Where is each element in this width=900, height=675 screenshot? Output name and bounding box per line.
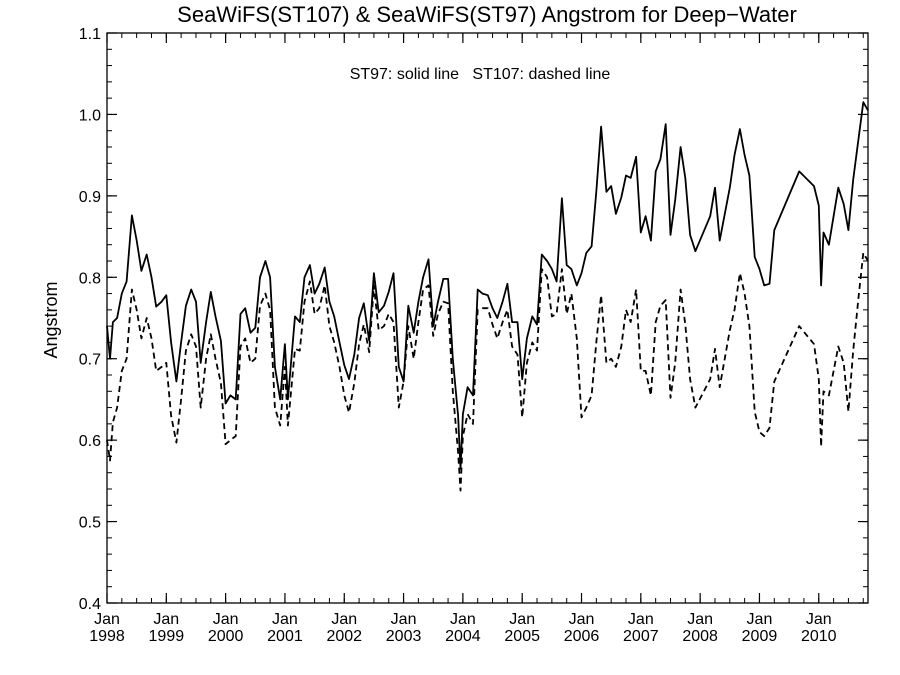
x-tick-year: 2009 — [742, 628, 778, 645]
x-tick-month: Jan — [450, 611, 476, 628]
series-layer — [106, 101, 869, 492]
x-tick-year: 2006 — [564, 628, 600, 645]
series-line-st107 — [106, 252, 869, 492]
x-tick-year: 2002 — [326, 628, 362, 645]
plot-frame — [106, 32, 869, 604]
y-tick-label: 0.5 — [79, 515, 101, 532]
x-tick-year: 2007 — [623, 628, 659, 645]
x-tick-year: 1998 — [89, 628, 125, 645]
x-tick-month: Jan — [628, 611, 654, 628]
x-tick-month: Jan — [331, 611, 357, 628]
x-tick-year: 2004 — [445, 628, 481, 645]
x-tick-year: 2005 — [504, 628, 540, 645]
x-tick-month: Jan — [806, 611, 832, 628]
x-tick-year: 2003 — [386, 628, 422, 645]
y-tick-label: 0.7 — [79, 352, 101, 369]
x-tick-month: Jan — [747, 611, 773, 628]
x-tick-year: 2010 — [801, 628, 837, 645]
x-tick-month: Jan — [569, 611, 595, 628]
x-tick-month: Jan — [213, 611, 239, 628]
chart-title: SeaWiFS(ST107) & SeaWiFS(ST97) Angstrom … — [177, 2, 797, 27]
series-style-annotation: ST97: solid line ST107: dashed line — [350, 66, 611, 83]
y-tick-label: 0.6 — [79, 433, 101, 450]
x-tick-month: Jan — [272, 611, 298, 628]
x-tick-year: 2000 — [208, 628, 244, 645]
series-line-st97 — [106, 101, 869, 470]
y-tick-label: 0.8 — [79, 270, 101, 287]
x-tick-month: Jan — [687, 611, 713, 628]
x-tick-month: Jan — [94, 611, 120, 628]
y-tick-label: 0.4 — [79, 596, 101, 613]
x-tick-year: 1999 — [149, 628, 185, 645]
x-tick-month: Jan — [509, 611, 535, 628]
axis-ticks: 0.40.50.60.70.80.91.01.1Jan1998Jan1999Ja… — [79, 26, 868, 645]
y-axis-label: Angstrom — [41, 281, 61, 358]
x-tick-year: 2001 — [267, 628, 303, 645]
y-tick-label: 1.0 — [79, 107, 101, 124]
y-tick-label: 1.1 — [79, 26, 101, 43]
x-tick-month: Jan — [391, 611, 417, 628]
y-tick-label: 0.9 — [79, 189, 101, 206]
x-tick-month: Jan — [153, 611, 179, 628]
x-tick-year: 2008 — [682, 628, 718, 645]
